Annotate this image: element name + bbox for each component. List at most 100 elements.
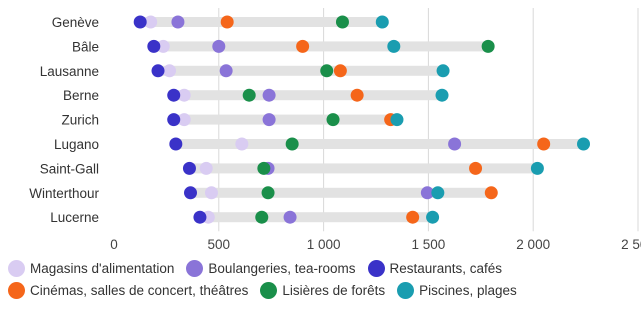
x-tick-label: 500 [208, 237, 231, 250]
legend-item: Boulangeries, tea-rooms [186, 259, 356, 277]
legend-label: Magasins d'alimentation [30, 260, 175, 276]
x-tick-label: 1 000 [307, 237, 341, 250]
legend-swatch [260, 281, 278, 299]
data-point [448, 137, 462, 151]
legend-item: Restaurants, cafés [367, 259, 503, 277]
data-point [167, 113, 181, 127]
data-point [320, 64, 334, 78]
data-point [151, 64, 165, 78]
data-point [577, 137, 591, 151]
data-point [212, 39, 226, 53]
category-label: Lausanne [40, 64, 99, 79]
data-point [431, 186, 445, 200]
data-point [484, 186, 498, 200]
category-label: Berne [63, 88, 99, 103]
legend-item: Magasins d'alimentation [8, 259, 175, 277]
data-point [169, 137, 183, 151]
data-point [426, 210, 440, 224]
legend-swatch [8, 259, 25, 277]
legend-label: Boulangeries, tea-rooms [208, 260, 356, 276]
category-label: Genève [52, 15, 99, 30]
legend-swatch [8, 281, 25, 299]
legend: Magasins d'alimentation Boulangeries, te… [8, 257, 638, 301]
data-point [387, 39, 401, 53]
range-bar [175, 139, 584, 149]
data-point [296, 39, 310, 53]
range-bar [199, 212, 433, 223]
legend-swatch [186, 259, 204, 277]
data-point [147, 39, 161, 53]
legend-row-1: Magasins d'alimentation Boulangeries, te… [8, 257, 638, 279]
data-point [163, 64, 177, 78]
data-point [283, 210, 297, 224]
legend-label: Piscines, plages [419, 282, 517, 298]
data-point [420, 186, 434, 200]
category-label: Saint-Gall [40, 161, 99, 176]
data-point [262, 113, 276, 127]
legend-item: Cinémas, salles de concert, théâtres [8, 281, 249, 299]
data-point [257, 161, 271, 175]
data-point [184, 186, 198, 200]
legend-row-2: Cinémas, salles de concert, théâtres Lis… [8, 279, 638, 301]
data-point [261, 186, 275, 200]
category-labels: Genève Bâle Lausanne Berne Zurich Lugano Saint… [29, 15, 99, 225]
range-bar [173, 90, 443, 101]
data-point [537, 137, 551, 151]
range-bars [140, 17, 584, 223]
data-point [255, 210, 269, 224]
data-point [167, 88, 181, 102]
data-point [204, 186, 218, 200]
data-point [177, 88, 191, 102]
data-point [235, 137, 249, 151]
legend-label: Lisières de forêts [282, 282, 386, 298]
data-point [481, 39, 495, 53]
data-point [333, 64, 347, 78]
range-bar [190, 187, 492, 198]
data-point [406, 210, 420, 224]
data-point [220, 15, 234, 29]
x-axis-ticks: 0 500 1 000 1 500 2 000 2 500 [110, 237, 641, 250]
category-label: Zurich [61, 113, 99, 128]
data-point [144, 15, 158, 29]
data-point [530, 161, 544, 175]
data-point [435, 88, 449, 102]
data-point [262, 88, 276, 102]
range-bar [173, 114, 397, 125]
x-tick-label: 0 [110, 237, 118, 250]
category-label: Winterthour [29, 186, 99, 201]
legend-item: Lisières de forêts [260, 281, 386, 299]
data-point [182, 161, 196, 175]
range-bar [140, 17, 383, 27]
legend-swatch [397, 281, 415, 299]
data-point [436, 64, 450, 78]
data-point [350, 88, 364, 102]
data-point [390, 113, 404, 127]
category-label: Bâle [72, 39, 99, 54]
data-point [326, 113, 340, 127]
legend-label: Cinémas, salles de concert, théâtres [30, 282, 249, 298]
data-point [219, 64, 233, 78]
data-point [375, 15, 389, 29]
dot-range-chart: Genève Bâle Lausanne Berne Zurich Lugano Saint… [29, 8, 641, 250]
data-point [469, 161, 483, 175]
legend-item: Piscines, plages [397, 281, 517, 299]
range-bar [153, 41, 489, 52]
legend-swatch [367, 259, 385, 277]
data-point [177, 113, 191, 127]
data-point [193, 210, 207, 224]
x-tick-label: 1 500 [412, 237, 446, 250]
data-point [242, 88, 256, 102]
data-points [133, 15, 591, 224]
legend-label: Restaurants, cafés [389, 260, 503, 276]
range-bar [189, 163, 538, 174]
data-point [171, 15, 185, 29]
data-point [156, 39, 170, 53]
category-label: Lugano [54, 137, 99, 152]
data-point [133, 15, 147, 29]
category-label: Lucerne [50, 210, 99, 225]
data-point [199, 161, 213, 175]
x-tick-label: 2 500 [621, 237, 641, 250]
data-point [285, 137, 299, 151]
range-bar [158, 65, 444, 76]
data-point [335, 15, 349, 29]
